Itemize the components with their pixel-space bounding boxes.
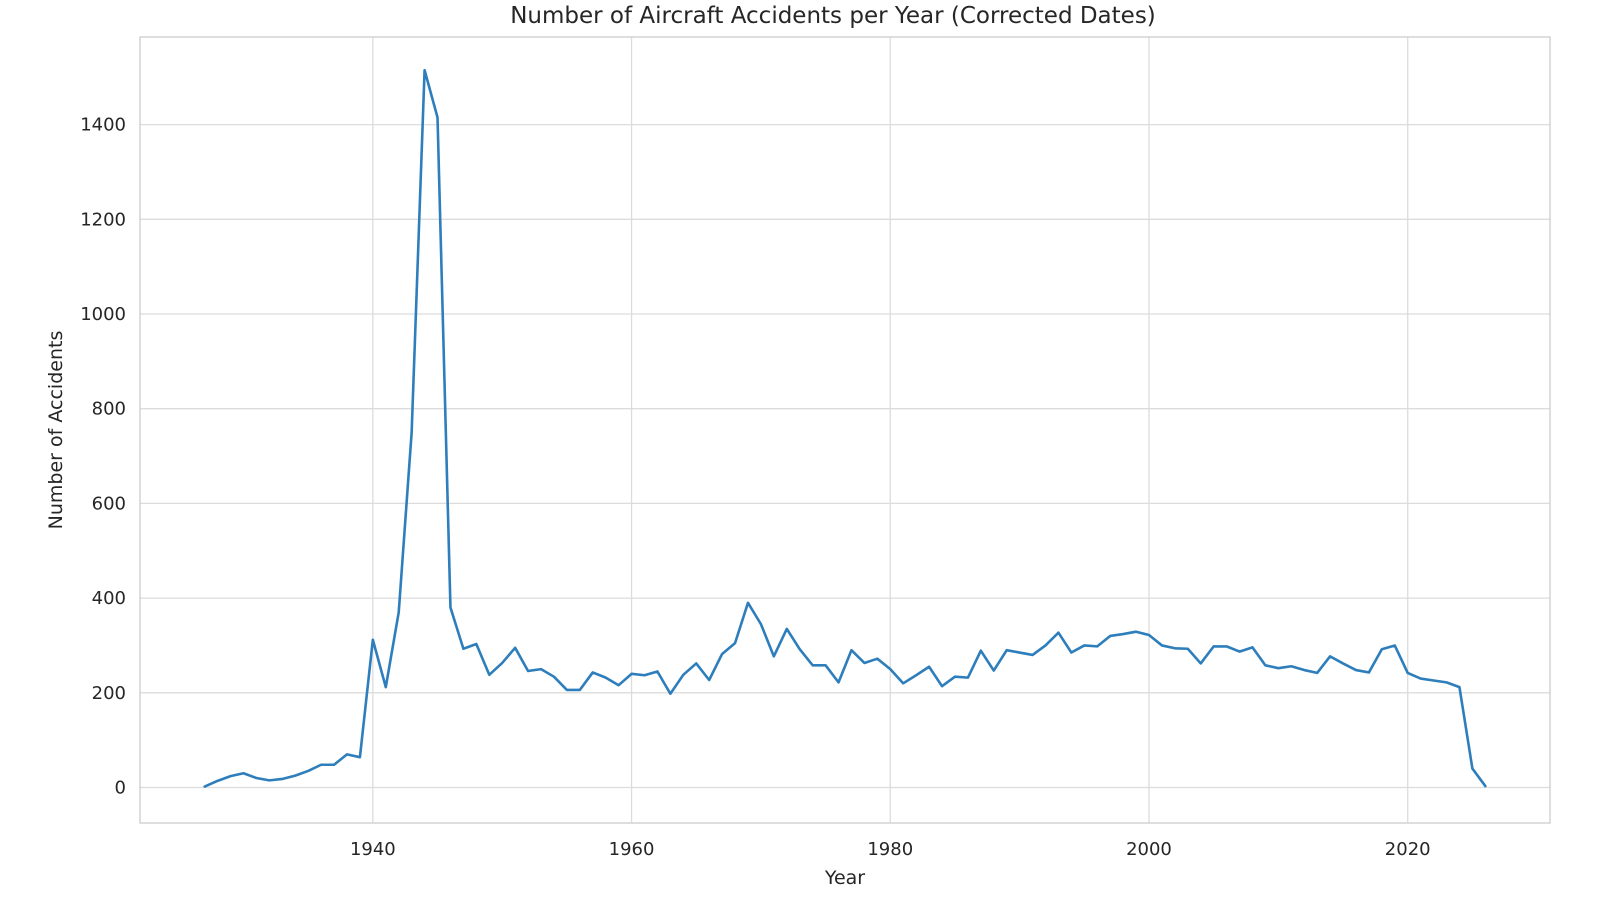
y-tick-label: 400 (92, 588, 126, 609)
series-line-0 (203, 68, 1487, 788)
y-tick-label: 1400 (80, 115, 126, 136)
y-axis-label: Number of Accidents (45, 331, 67, 530)
x-tick-label: 2000 (1126, 839, 1172, 860)
y-tick-label: 800 (92, 399, 126, 420)
plot-frame (139, 36, 1551, 824)
x-axis-label: Year (824, 867, 865, 889)
y-tick-labels: 0 200 400 600 800 1000 1200 1400 (80, 115, 126, 799)
chart-title: Number of Aircraft Accidents per Year (C… (510, 3, 1156, 29)
y-tick-label: 600 (92, 493, 126, 514)
y-tick-label: 200 (92, 683, 126, 704)
gridlines (140, 37, 1550, 823)
x-tick-label: 1960 (609, 839, 655, 860)
x-tick-label: 2020 (1385, 839, 1431, 860)
x-tick-label: 1940 (350, 839, 396, 860)
y-tick-label: 1000 (80, 304, 126, 325)
y-tick-label: 0 (115, 777, 126, 798)
series-layer (203, 68, 1487, 788)
y-tick-label: 1200 (80, 209, 126, 230)
x-tick-labels: 1940 1960 1980 2000 2020 (350, 839, 1431, 860)
x-tick-label: 1980 (867, 839, 913, 860)
